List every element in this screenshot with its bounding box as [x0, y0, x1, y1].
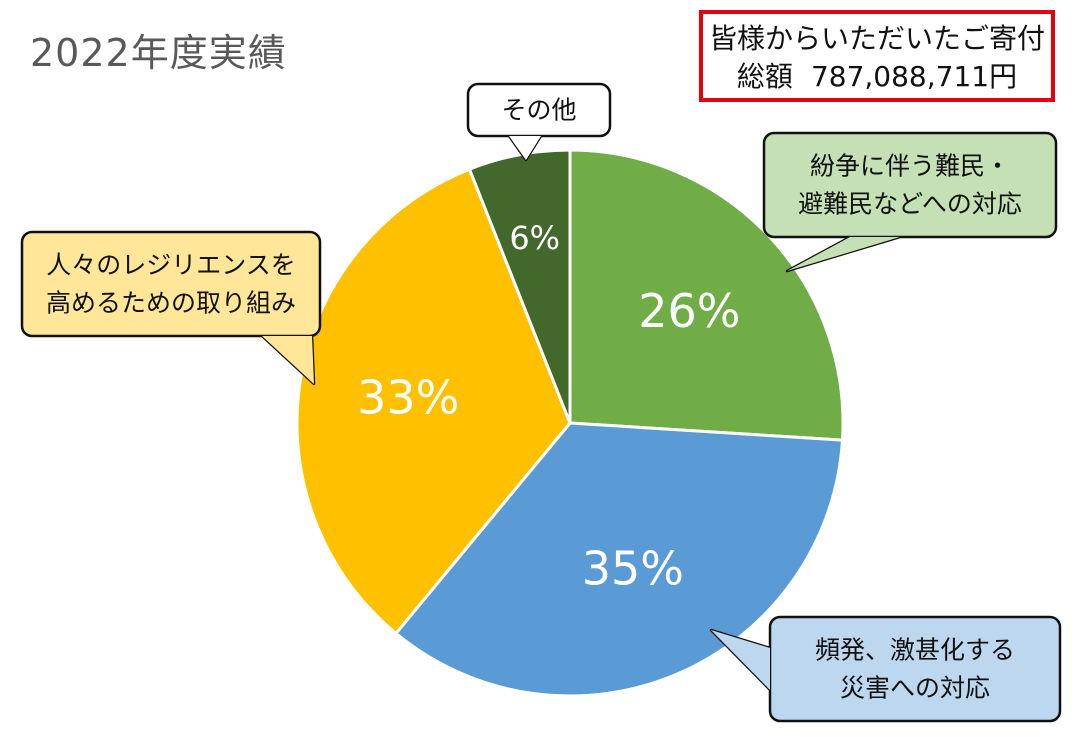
donation-total-line: 総額 787,088,711円: [703, 58, 1051, 96]
callout-pointer-fill: [509, 136, 541, 160]
category-callout: 紛争に伴う難民・避難民などへの対応: [762, 131, 1058, 273]
pie-percent-label: 33%: [357, 370, 459, 424]
callout-label-line: 人々のレジリエンスを: [46, 251, 296, 280]
pie-slice: [394, 421, 844, 698]
callout-label-line: 災害への対応: [840, 674, 990, 703]
callout-box: [20, 230, 322, 338]
callout-pointer-fill: [711, 630, 770, 690]
chart-title: 2022年度実績: [30, 31, 287, 75]
callout-label-line: 高めるための取り組み: [46, 289, 296, 318]
callout-label-line: 紛争に伴う難民・: [810, 152, 1010, 181]
callout-pointer-fill: [262, 336, 314, 384]
donation-total-box: 皆様からいただいたご寄付 総額 787,088,711円: [699, 10, 1055, 102]
pie-slice: [468, 148, 572, 425]
category-callout: その他: [466, 82, 612, 162]
total-amount: 787,088,711円: [810, 60, 1018, 93]
pie-percent-label: 26%: [638, 284, 740, 338]
callout-box: [768, 615, 1062, 723]
pie-slices: [295, 148, 845, 698]
pie-percent-label: 6%: [509, 219, 560, 257]
callout-box: [762, 131, 1058, 239]
callout-label-line: その他: [501, 96, 576, 125]
callout-label-line: 避難民などへの対応: [798, 190, 1022, 219]
callout-label-line: 頻発、激甚化する: [815, 636, 1015, 665]
pie-percent-label: 35%: [582, 541, 684, 595]
pie-slice: [295, 167, 572, 635]
pie-percent-labels: 26% 35% 33% 6%: [357, 219, 740, 595]
donation-heading: 皆様からいただいたご寄付: [708, 22, 1045, 55]
callout-pointer-fill: [787, 237, 900, 271]
total-label: 総額: [736, 60, 793, 93]
